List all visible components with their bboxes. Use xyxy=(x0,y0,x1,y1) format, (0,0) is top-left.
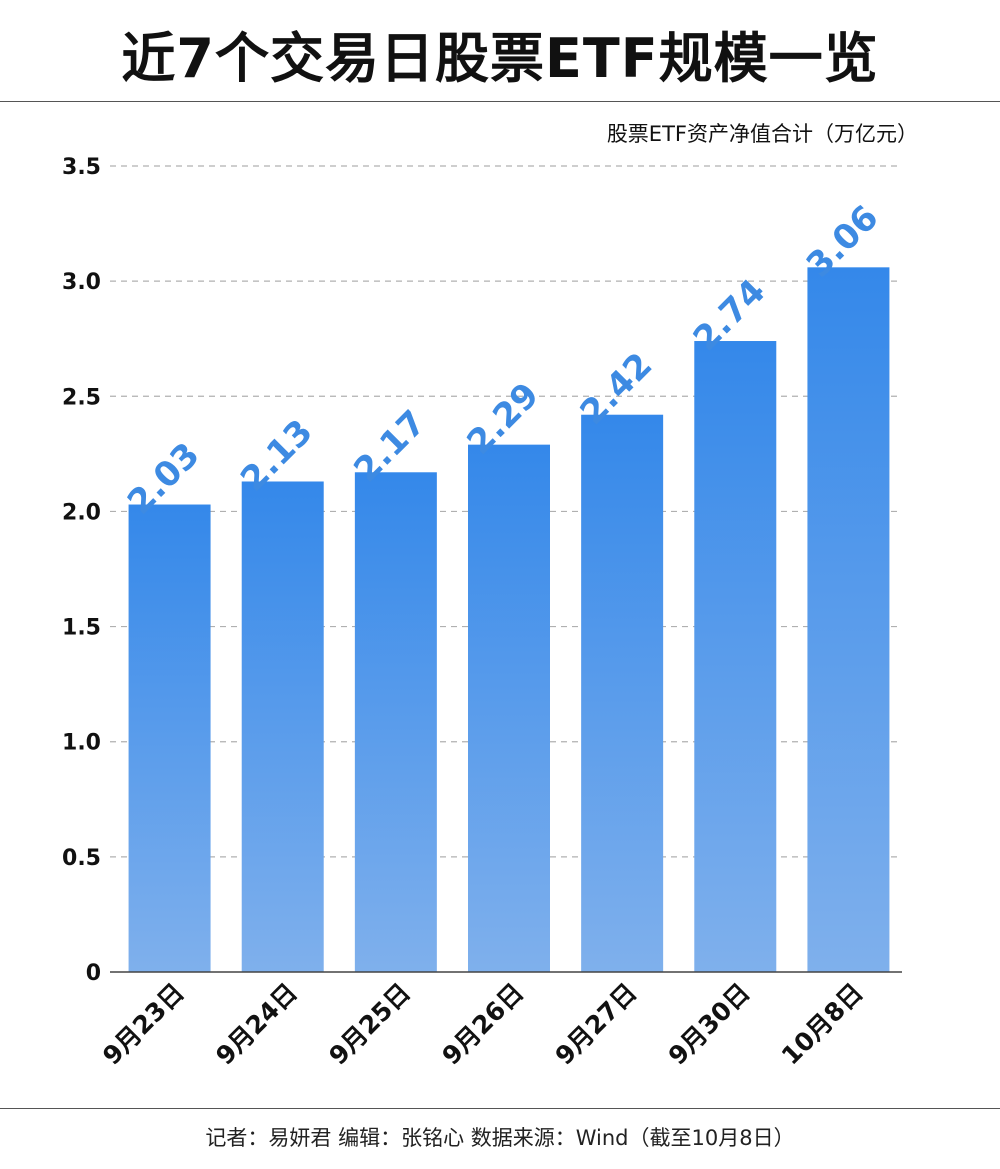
x-tick-labels: 9月23日 9月24日 9月25日 9月26日 9月27日 9月30日 10月8日 xyxy=(97,978,869,1071)
bar xyxy=(807,267,890,973)
y-tick-label: 3.0 xyxy=(62,270,101,295)
bar xyxy=(128,504,211,972)
bars xyxy=(128,267,890,973)
y-tick-labels: 0 0.5 1.0 1.5 2.0 2.5 3.0 3.5 xyxy=(62,155,101,986)
y-tick-label: 2.0 xyxy=(62,500,101,525)
x-tick-label: 9月26日 xyxy=(436,978,529,1071)
x-tick-label: 9月27日 xyxy=(550,978,643,1071)
bar xyxy=(241,481,324,972)
y-axis-label: 股票ETF资产净值合计（万亿元） xyxy=(606,122,918,146)
bar-chart: 00.51.01.52.02.53.03.5 2.03 2.13 2.17 2.29 2… xyxy=(62,155,902,1071)
y-tick-label: 0.5 xyxy=(62,846,101,871)
y-tick-label: 0 xyxy=(86,961,101,986)
footer-divider xyxy=(0,1108,1000,1109)
bar xyxy=(354,472,437,972)
y-tick-label: 1.5 xyxy=(62,616,101,641)
x-tick-label: 10月8日 xyxy=(776,978,869,1071)
x-tick-label: 9月25日 xyxy=(323,978,416,1071)
chart-title: 近7个交易日股票ETF规模一览 xyxy=(121,27,879,90)
title-divider xyxy=(0,101,1000,102)
bar xyxy=(581,414,664,972)
bar xyxy=(694,341,777,972)
x-tick-label: 9月24日 xyxy=(210,978,303,1071)
y-tick-label: 2.5 xyxy=(62,385,101,410)
bar xyxy=(468,444,550,972)
x-tick-label: 9月30日 xyxy=(663,978,756,1071)
y-tick-label: 1.0 xyxy=(62,731,101,756)
y-tick-label: 3.5 xyxy=(62,155,101,180)
footer-credits: 记者：易妍君 编辑：张铭心 数据来源：Wind（截至10月8日） xyxy=(205,1126,795,1150)
x-tick-label: 9月23日 xyxy=(97,978,190,1071)
